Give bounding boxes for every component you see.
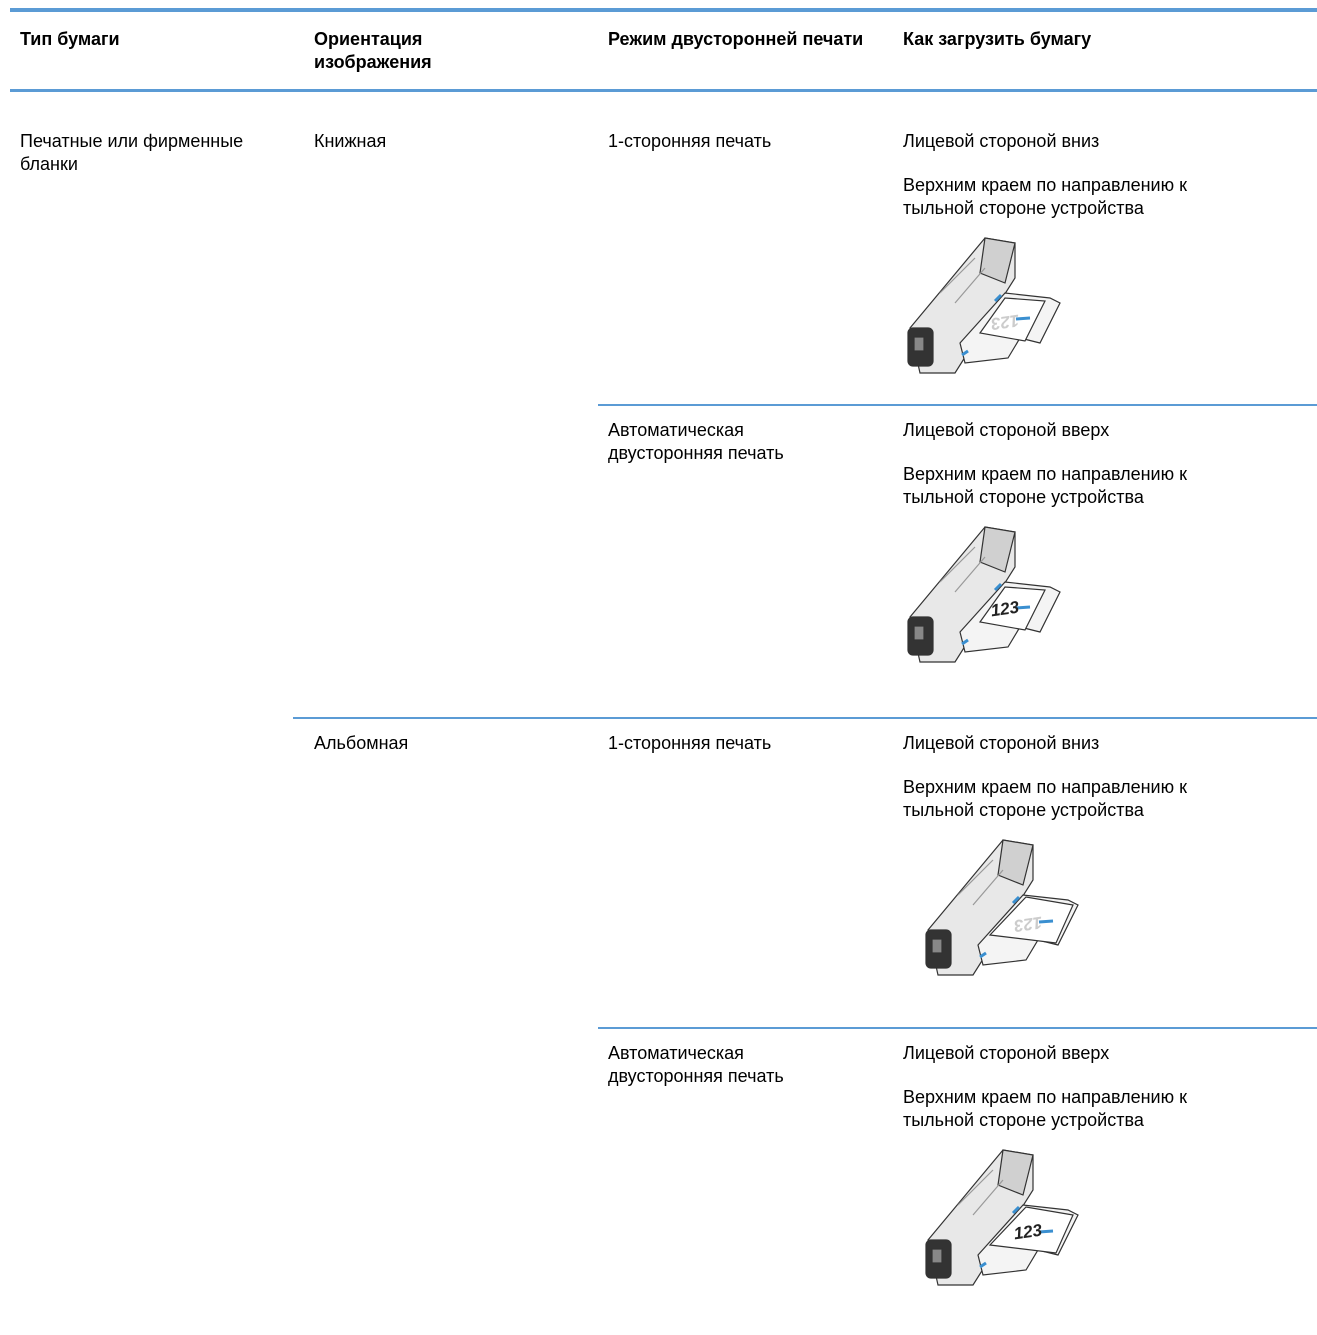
printer-drawing (907, 526, 1061, 663)
arrow (1038, 919, 1054, 924)
arrow (979, 1261, 987, 1269)
header-rule (10, 89, 1317, 92)
header-cell: Режим двусторонней печати (608, 29, 864, 49)
arrow (961, 638, 969, 646)
printer-drawing (925, 839, 1079, 976)
header-cell: Ориентация изображения (314, 29, 432, 72)
duplex-mode: 1-сторонняя печать (608, 131, 772, 151)
load-instruction: Верхним краем по направлению к тыльной с… (903, 777, 1187, 820)
duplex-mode: Автоматическая двусторонняя печать (608, 420, 784, 463)
top-rule (10, 8, 1317, 12)
printer-drawing (907, 237, 1061, 374)
orientation: Альбомная (314, 733, 409, 753)
printer-illustration: 123 (925, 1149, 1079, 1286)
arrow (961, 349, 969, 357)
arrow (979, 951, 987, 959)
illustration-label: 123 (989, 598, 1020, 621)
printer-illustration: 123 (925, 839, 1079, 976)
illustration-label: 123 (1012, 913, 1043, 936)
header-cell: Тип бумаги (20, 29, 120, 49)
load-instruction: Лицевой стороной вверх (903, 420, 1110, 440)
arrow (993, 293, 1003, 303)
load-instruction: Лицевой стороной вверх (903, 1043, 1110, 1063)
paper-type: Печатные или фирменные бланки (20, 131, 244, 174)
row-rule (598, 404, 1317, 406)
arrow (1038, 1229, 1054, 1234)
arrow (993, 582, 1003, 592)
orientation: Книжная (314, 131, 387, 151)
load-instruction: Лицевой стороной вниз (903, 131, 1100, 151)
arrow (1015, 316, 1031, 321)
printer-illustration: 123 (907, 526, 1061, 663)
illustration-label: 123 (989, 311, 1020, 334)
header-cell: Как загрузить бумагу (903, 29, 1092, 49)
arrow (1011, 895, 1021, 905)
printer-drawing (925, 1149, 1079, 1286)
load-instruction: Лицевой стороной вниз (903, 733, 1100, 753)
arrow (1011, 1205, 1021, 1215)
row-rule (598, 1027, 1317, 1029)
illustration-label: 123 (1012, 1221, 1043, 1244)
arrow (1015, 605, 1031, 610)
load-instruction: Верхним краем по направлению к тыльной с… (903, 175, 1187, 218)
duplex-mode: 1-сторонняя печать (608, 733, 772, 753)
load-instruction: Верхним краем по направлению к тыльной с… (903, 464, 1187, 507)
printer-illustration: 123 (907, 237, 1061, 374)
load-instruction: Верхним краем по направлению к тыльной с… (903, 1087, 1187, 1130)
row-rule (293, 717, 1317, 719)
duplex-mode: Автоматическая двусторонняя печать (608, 1043, 784, 1086)
